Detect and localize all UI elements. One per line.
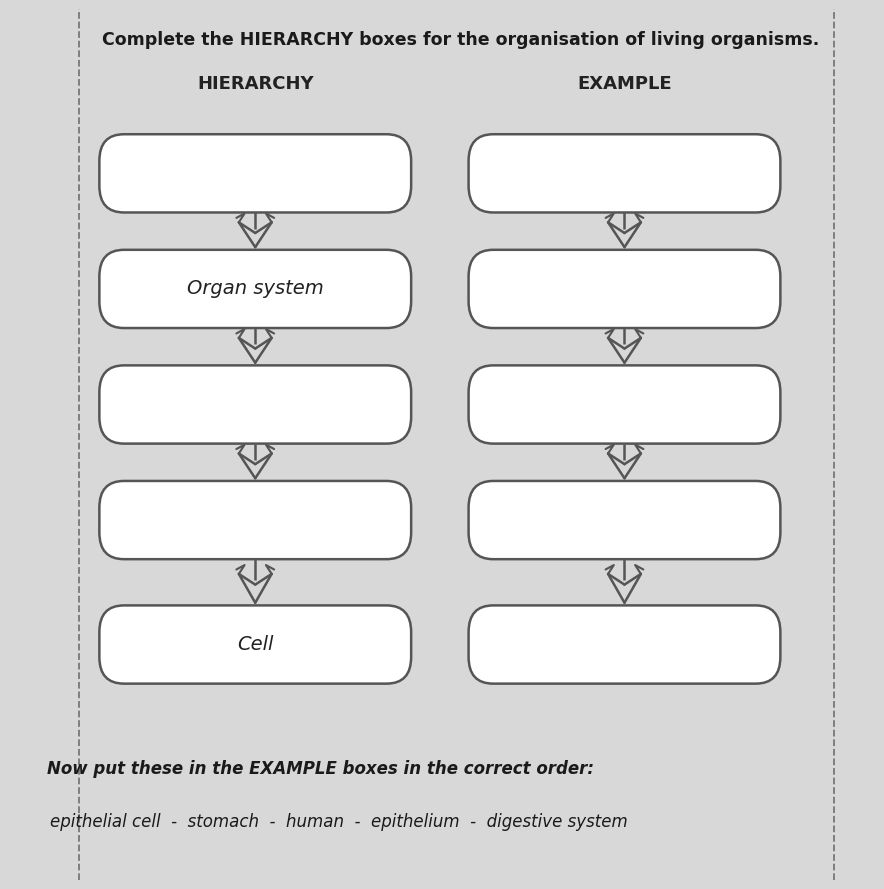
FancyBboxPatch shape bbox=[99, 250, 411, 328]
FancyBboxPatch shape bbox=[469, 134, 781, 212]
Text: HIERARCHY: HIERARCHY bbox=[197, 76, 314, 93]
FancyBboxPatch shape bbox=[99, 605, 411, 684]
FancyBboxPatch shape bbox=[99, 481, 411, 559]
FancyBboxPatch shape bbox=[469, 481, 781, 559]
Text: Cell: Cell bbox=[237, 635, 273, 654]
FancyBboxPatch shape bbox=[469, 605, 781, 684]
FancyBboxPatch shape bbox=[99, 134, 411, 212]
Text: epithelial cell  -  stomach  -  human  -  epithelium  -  digestive system: epithelial cell - stomach - human - epit… bbox=[50, 813, 628, 831]
Text: Organ system: Organ system bbox=[187, 279, 324, 299]
FancyBboxPatch shape bbox=[469, 250, 781, 328]
FancyBboxPatch shape bbox=[469, 365, 781, 444]
Text: Complete the HIERARCHY boxes for the organisation of living organisms.: Complete the HIERARCHY boxes for the org… bbox=[102, 31, 819, 49]
FancyBboxPatch shape bbox=[99, 365, 411, 444]
Text: EXAMPLE: EXAMPLE bbox=[577, 76, 672, 93]
Text: Now put these in the EXAMPLE boxes in the correct order:: Now put these in the EXAMPLE boxes in th… bbox=[48, 760, 594, 778]
